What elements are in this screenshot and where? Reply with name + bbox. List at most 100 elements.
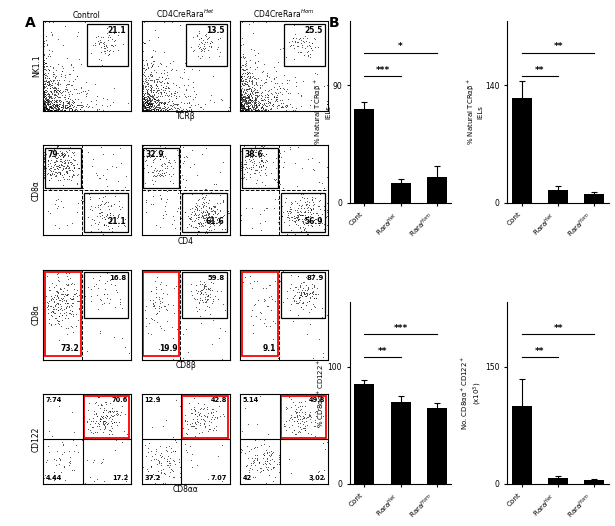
- Point: [308, 287, 318, 296]
- Point: [63, 175, 73, 183]
- Point: [151, 310, 161, 318]
- Point: [299, 208, 309, 216]
- Point: [188, 33, 198, 41]
- Point: [39, 98, 49, 107]
- Point: [199, 403, 209, 412]
- Point: [66, 153, 76, 161]
- Point: [42, 95, 52, 104]
- Point: [290, 214, 300, 222]
- Point: [240, 75, 250, 83]
- Point: [76, 311, 85, 319]
- Point: [247, 86, 256, 95]
- Point: [266, 450, 276, 459]
- Point: [159, 102, 169, 110]
- Point: [62, 280, 71, 289]
- Point: [156, 278, 166, 286]
- Point: [296, 304, 306, 312]
- Point: [157, 104, 167, 112]
- Point: [300, 410, 309, 419]
- Text: 17.2: 17.2: [112, 475, 129, 481]
- Point: [301, 301, 311, 309]
- Point: [50, 106, 60, 114]
- Text: A: A: [25, 16, 35, 30]
- Point: [62, 85, 71, 94]
- Point: [108, 418, 117, 427]
- Point: [306, 44, 316, 53]
- Point: [298, 286, 308, 295]
- Point: [312, 290, 322, 298]
- Point: [200, 295, 210, 303]
- Point: [99, 406, 109, 414]
- Point: [252, 276, 261, 285]
- Point: [142, 98, 152, 106]
- Point: [100, 215, 110, 223]
- Point: [158, 421, 168, 430]
- Point: [236, 91, 246, 99]
- Point: [236, 166, 246, 175]
- Point: [146, 75, 156, 84]
- Point: [261, 181, 271, 189]
- Point: [186, 456, 196, 464]
- Point: [254, 161, 264, 170]
- Point: [171, 100, 181, 108]
- Point: [250, 104, 260, 113]
- Point: [167, 465, 177, 473]
- Point: [138, 47, 148, 55]
- Point: [195, 54, 205, 63]
- Point: [253, 74, 263, 82]
- Point: [45, 285, 55, 294]
- Point: [308, 299, 317, 308]
- Point: [49, 472, 58, 480]
- Point: [181, 93, 191, 101]
- Point: [83, 103, 93, 111]
- Point: [200, 227, 210, 236]
- Point: [148, 100, 157, 109]
- Point: [245, 104, 255, 113]
- Point: [140, 106, 150, 114]
- Point: [68, 161, 78, 169]
- Point: [202, 225, 212, 233]
- Point: [49, 282, 59, 291]
- Point: [100, 198, 110, 207]
- Point: [152, 85, 162, 94]
- Point: [43, 106, 53, 114]
- Point: [41, 59, 51, 68]
- Point: [263, 106, 272, 114]
- Point: [49, 101, 58, 109]
- Point: [197, 296, 207, 304]
- Point: [290, 412, 300, 421]
- Point: [101, 399, 111, 408]
- Point: [236, 73, 246, 82]
- Point: [197, 428, 207, 436]
- Point: [63, 275, 73, 283]
- Point: [237, 18, 247, 26]
- Point: [154, 297, 164, 305]
- Point: [244, 155, 254, 163]
- Point: [190, 100, 200, 109]
- Point: [108, 41, 117, 49]
- Point: [100, 425, 109, 433]
- Point: [71, 103, 81, 112]
- Point: [101, 213, 111, 221]
- Point: [156, 99, 166, 108]
- Point: [203, 409, 213, 418]
- Point: [146, 63, 156, 72]
- Point: [242, 105, 252, 113]
- Point: [57, 67, 66, 75]
- Point: [95, 417, 105, 425]
- Point: [46, 97, 55, 105]
- Point: [82, 417, 92, 426]
- Point: [55, 163, 65, 171]
- Point: [138, 100, 148, 109]
- Point: [285, 143, 295, 151]
- Point: [252, 86, 262, 94]
- Point: [44, 156, 54, 165]
- Point: [162, 105, 172, 114]
- Point: [138, 79, 148, 88]
- Point: [208, 210, 218, 218]
- Point: [63, 99, 73, 107]
- Point: [200, 281, 210, 290]
- Point: [162, 457, 172, 466]
- Point: [263, 466, 273, 474]
- Point: [51, 295, 61, 304]
